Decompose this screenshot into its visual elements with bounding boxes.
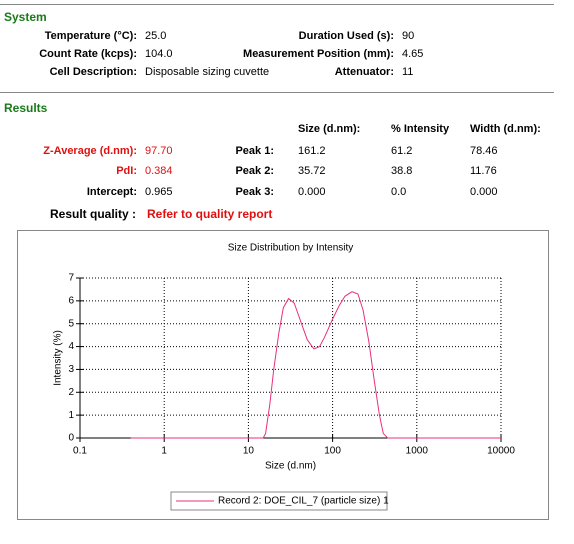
column-header: Width (d.nm): [470,123,541,135]
column-header: Size (d.nm): [298,123,361,135]
y-tick-label: 5 [68,318,74,329]
result-label: Intercept: [86,186,137,198]
field-value: 104.0 [145,48,173,60]
field-value: 4.65 [402,48,424,60]
x-tick-label: 1000 [406,446,429,457]
peak-label: Peak 3: [235,186,274,198]
result-label: Z-Average (d.nm): [43,145,137,157]
peak-value: 0.000 [298,186,326,198]
x-tick-label: 10 [243,446,255,457]
field-label: Temperature (°C): [44,30,137,42]
x-tick-label: 100 [324,446,341,457]
peak-value: 78.46 [470,145,498,157]
divider [0,92,554,93]
peak-value: 0.0 [391,186,407,198]
field-label: Attenuator: [334,66,394,78]
y-axis-label: Intensity (%) [53,330,64,386]
quality-label: Result quality : [50,207,137,221]
result-label: PdI: [116,165,137,177]
y-tick-label: 3 [68,364,74,375]
peak-label: Peak 2: [235,165,274,177]
peak-value: 61.2 [391,145,413,157]
series-line [130,291,501,439]
field-label: Cell Description: [49,66,137,78]
x-tick-label: 10000 [487,446,515,457]
y-tick-label: 6 [68,295,74,306]
y-tick-label: 0 [68,433,74,444]
field-label: Measurement Position (mm): [243,48,394,60]
column-header: % Intensity [391,123,450,135]
peak-value: 38.8 [391,165,413,177]
field-label: Count Rate (kcps): [39,48,137,60]
field-value: 90 [402,30,415,42]
field-value: 11 [402,66,414,78]
legend-box [170,491,388,511]
y-tick-label: 4 [68,341,74,352]
result-value: 0.384 [145,165,173,177]
chart-title: Size Distribution by Intensity [228,243,354,254]
peak-value: 11.76 [470,165,497,177]
y-tick-label: 7 [68,273,74,284]
quality-value: Refer to quality report [147,207,273,221]
peak-label: Peak 1: [235,145,274,157]
chart: Size Distribution by Intensity 0 1 2 3 4 5 6 7 0.… [53,243,515,511]
divider [0,4,554,5]
legend-label: Record 2: DOE_CIL_7 (particle size) 1 [218,496,389,507]
field-value: 25.0 [145,30,167,42]
peak-value: 35.72 [298,165,326,177]
field-label: Duration Used (s): [298,30,394,42]
y-tick-label: 1 [68,410,74,421]
section-title: System [4,10,47,24]
peak-value: 161.2 [298,145,326,157]
x-axis-label: Size (d.nm) [265,461,316,472]
chart-frame: Size Distribution by Intensity 0 1 2 3 4 5 6 7 0.… [17,230,549,520]
result-value: 0.965 [145,186,173,198]
x-tick-label: 1 [161,446,167,457]
peak-value: 0.000 [470,186,498,198]
y-tick-label: 2 [68,387,74,398]
field-value: Disposable sizing cuvette [145,66,270,78]
section-title: Results [4,101,48,115]
result-value: 97.70 [145,145,173,157]
x-tick-label: 0.1 [73,446,87,457]
